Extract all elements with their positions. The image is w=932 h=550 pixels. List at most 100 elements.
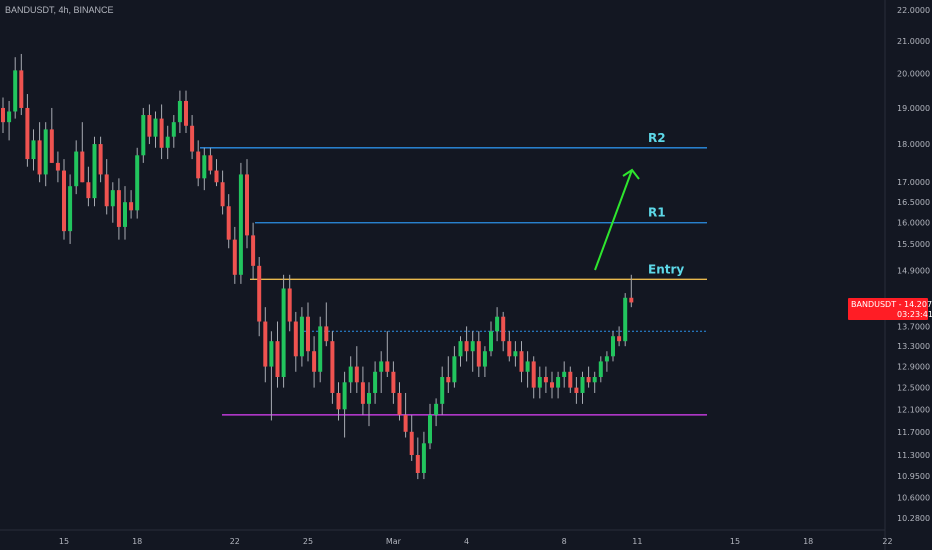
candle-body (7, 111, 12, 123)
x-tick-label: 11 (632, 537, 642, 546)
candle-body (446, 377, 451, 383)
candle-body (86, 182, 91, 199)
candle-body (470, 341, 475, 352)
arrow-head (622, 168, 640, 180)
candle-body (440, 377, 445, 404)
candle-body (586, 377, 591, 383)
candle-body (415, 455, 420, 473)
candle-body (281, 288, 286, 378)
candle-body (434, 403, 439, 415)
candle-body (177, 100, 182, 123)
candle-body (592, 377, 597, 383)
candle-body (220, 182, 225, 207)
candle-body (135, 155, 140, 211)
x-tick-label: 4 (464, 537, 469, 546)
candle-body (348, 366, 353, 383)
y-tick-label: 12.1000 (897, 405, 930, 414)
candle-body (269, 341, 274, 367)
candle-body (80, 151, 85, 183)
candle-body (458, 341, 463, 357)
candle-body (537, 377, 542, 388)
candle-body (379, 361, 384, 372)
y-tick-label: 13.3000 (897, 342, 930, 351)
candle-body (629, 297, 634, 303)
level-label: Entry (648, 262, 684, 276)
candle-body (354, 366, 359, 383)
y-tick-label: 14.9000 (897, 266, 930, 275)
candle-body (604, 356, 609, 362)
candle-body (623, 297, 628, 342)
candle-body (147, 115, 152, 137)
y-tick-label: 19.0000 (897, 104, 930, 113)
y-tick-label: 22.0000 (897, 6, 930, 15)
y-tick-label: 12.9000 (897, 363, 930, 372)
candle-body (49, 129, 54, 163)
candle-body (409, 431, 414, 456)
y-tick-label: 16.5000 (897, 198, 930, 207)
candle-body (232, 239, 237, 275)
candle-body (153, 118, 158, 137)
candle-body (476, 341, 481, 367)
candle-body (312, 351, 317, 372)
candle-body (373, 371, 378, 393)
level-label: R2 (648, 131, 666, 145)
candle-body (385, 361, 390, 372)
candle-body (275, 341, 280, 378)
x-tick-label: 18 (132, 537, 142, 546)
candle-body (330, 341, 335, 393)
candle-body (208, 155, 213, 171)
candle-body (165, 136, 170, 148)
candle-body (226, 206, 231, 240)
candle-body (251, 235, 256, 266)
candle-body (92, 144, 97, 199)
candle-body (299, 316, 304, 357)
candle-body (513, 351, 518, 357)
candle-body (428, 414, 432, 444)
candle-body (306, 316, 310, 352)
candle-body (550, 382, 554, 388)
candle-body (495, 316, 500, 332)
candle-body (501, 316, 506, 342)
candle-body (31, 140, 36, 160)
candle-body (519, 351, 524, 372)
candle-body (129, 202, 134, 211)
candle-body (43, 129, 48, 175)
candle-body (598, 361, 603, 378)
symbol-label: BANDUSDT, 4h, BINANCE (5, 5, 114, 15)
price-badge-symbol: BANDUSDT - 14.2075 (851, 300, 932, 309)
candle-body (74, 151, 79, 187)
candle-body (556, 377, 561, 388)
x-tick-label: 22 (230, 537, 240, 546)
candle-body (68, 186, 73, 232)
candle-body (421, 443, 426, 473)
y-tick-label: 11.7000 (897, 428, 930, 437)
y-tick-label: 21.0000 (897, 37, 930, 46)
y-tick-label: 17.0000 (897, 178, 930, 187)
candle-body (245, 174, 249, 236)
candle-body (184, 100, 188, 126)
candle-body (574, 387, 579, 393)
candle-body (293, 321, 298, 357)
x-tick-label: 25 (303, 537, 313, 546)
x-tick-label: 15 (59, 537, 69, 546)
candle-body (318, 326, 323, 372)
candle-body (611, 336, 615, 357)
arrow-shaft (594, 169, 633, 271)
candle-body (37, 140, 42, 175)
y-tick-label: 20.0000 (897, 70, 930, 79)
candle-body (482, 351, 487, 367)
candle-body (489, 331, 493, 352)
candle-body (342, 382, 347, 410)
candle-body (360, 382, 365, 404)
candle-body (159, 118, 164, 148)
candle-body (336, 392, 341, 410)
candle-body (25, 107, 30, 160)
candle-body (397, 392, 402, 415)
candle-body (202, 155, 207, 179)
candle-body (287, 288, 292, 322)
candle-body (1, 107, 5, 123)
candle-body (62, 170, 66, 232)
candle-body (568, 371, 573, 388)
y-tick-label: 18.0000 (897, 140, 930, 149)
